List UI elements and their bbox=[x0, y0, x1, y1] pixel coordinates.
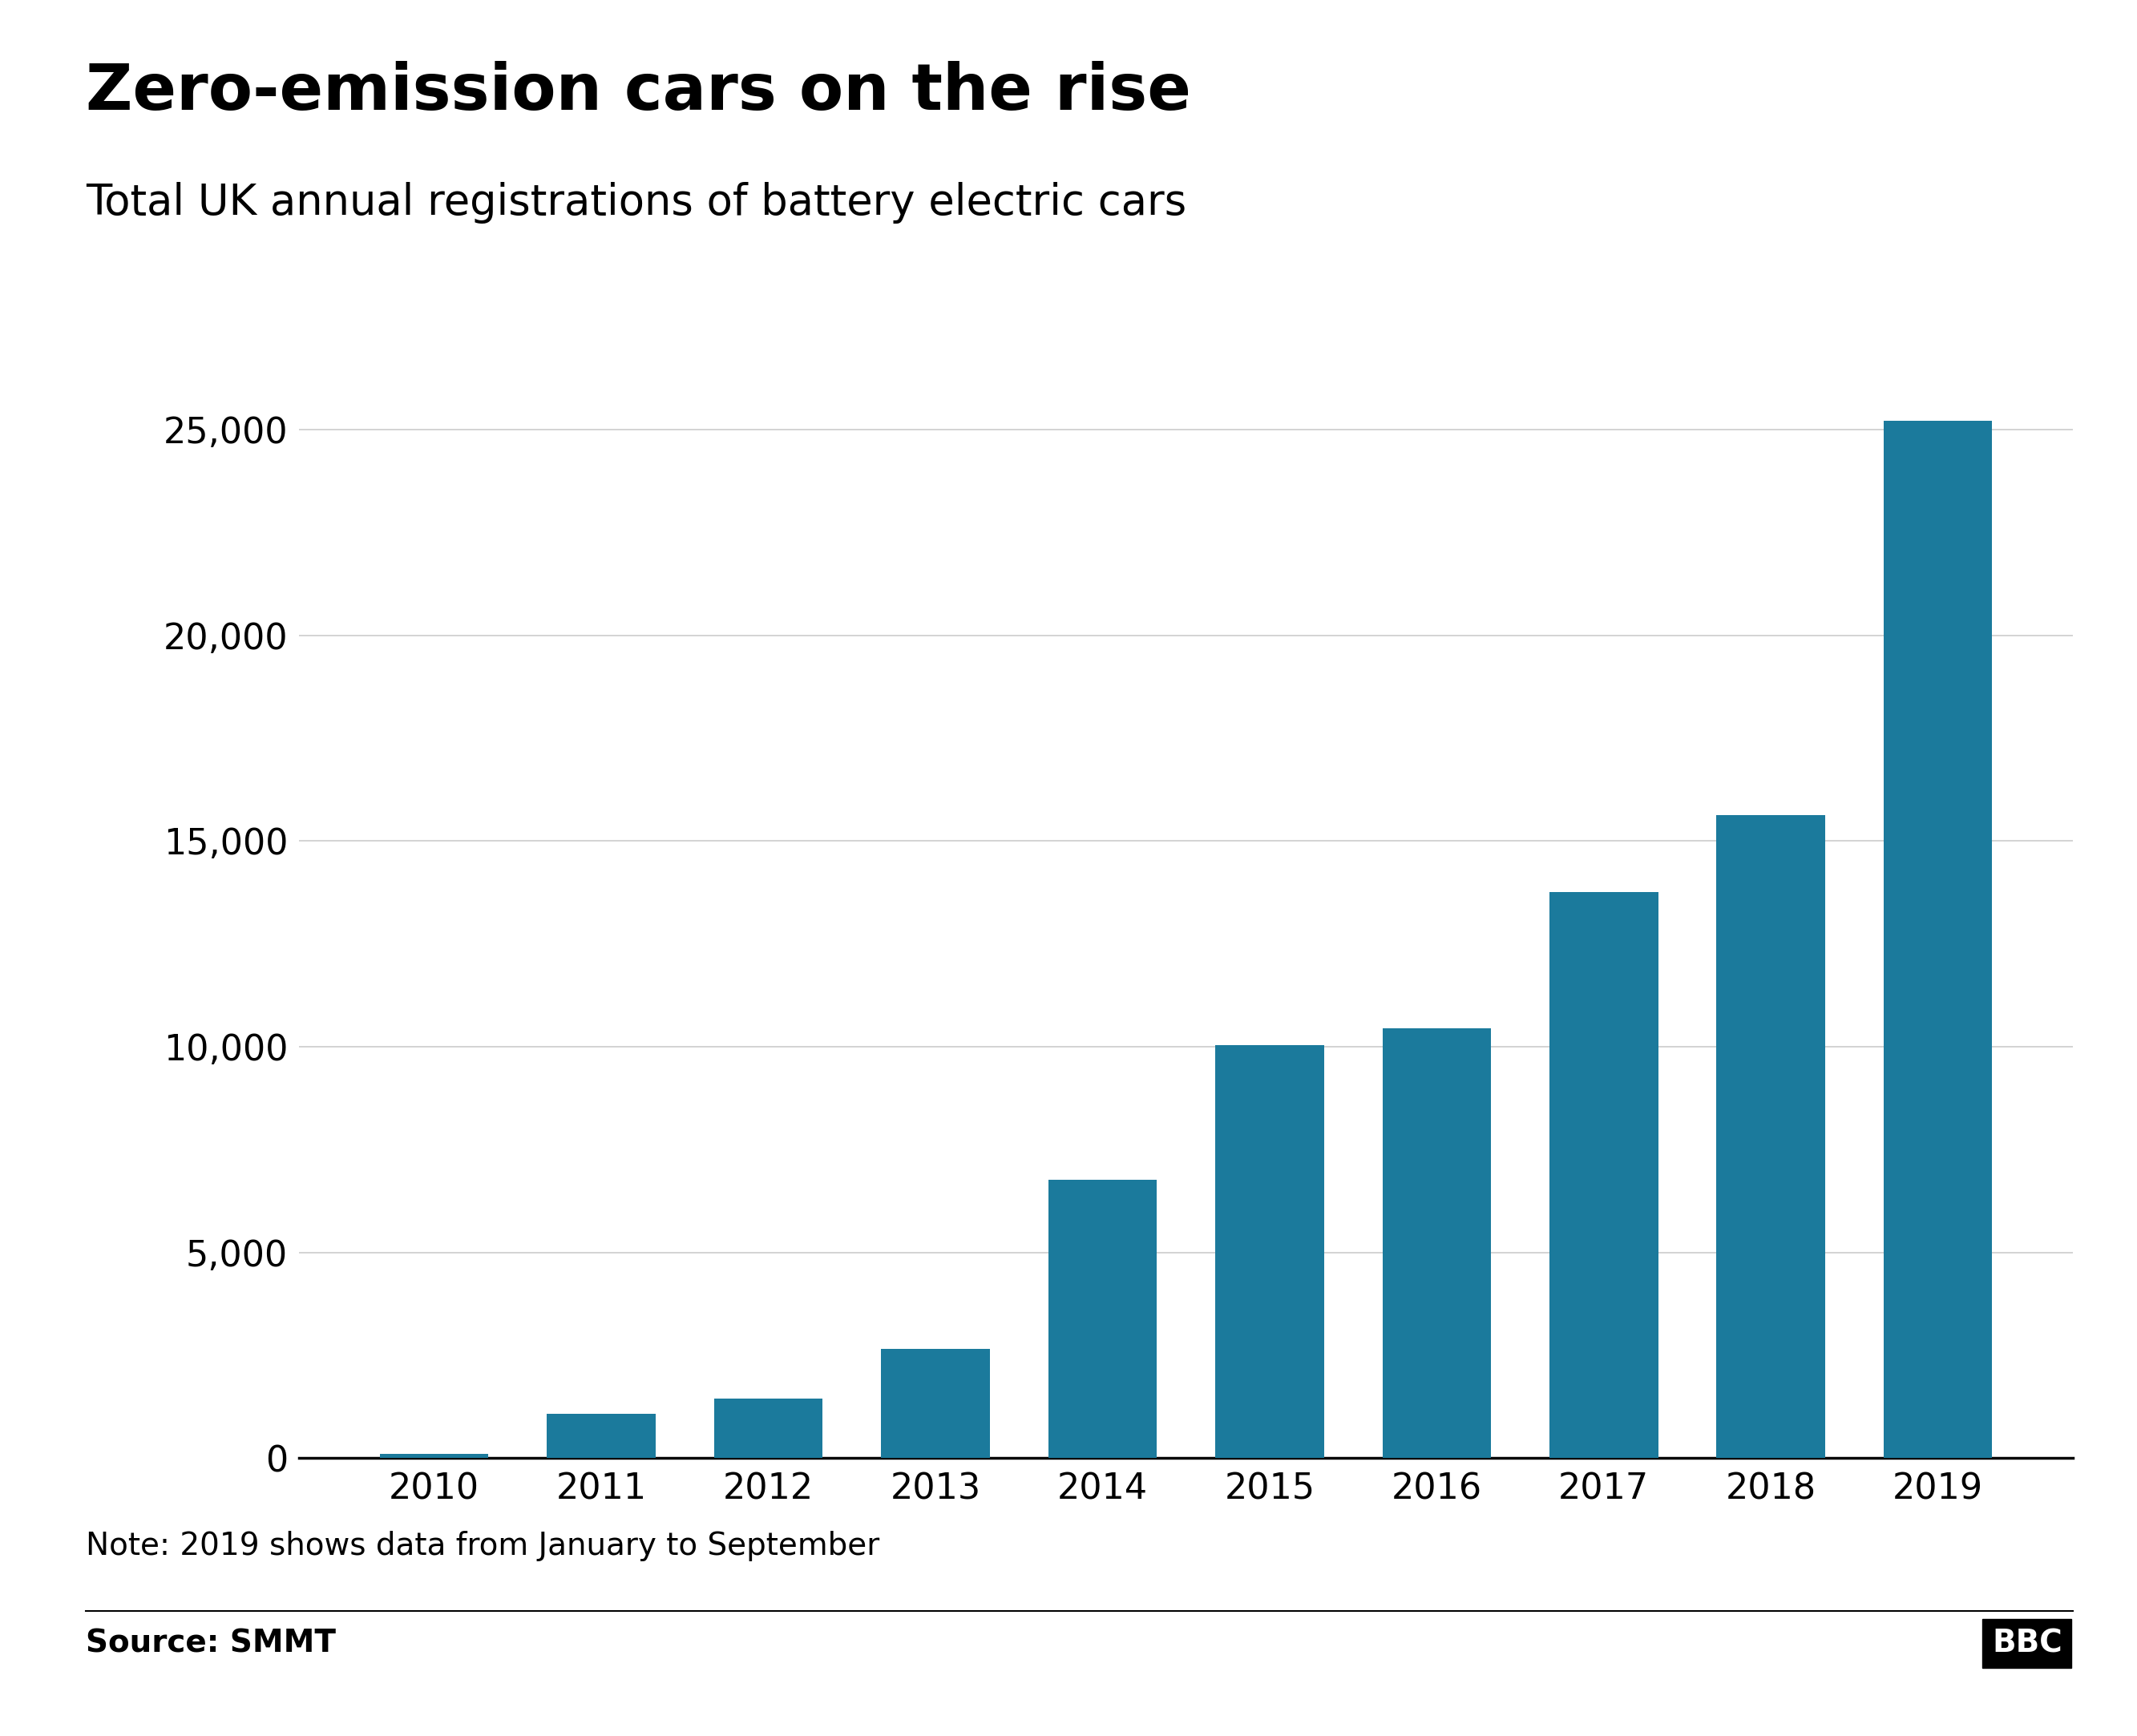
Text: Source: SMMT: Source: SMMT bbox=[85, 1628, 336, 1660]
Bar bbox=[880, 1349, 989, 1458]
Bar bbox=[1047, 1179, 1156, 1458]
Text: Note: 2019 shows data from January to September: Note: 2019 shows data from January to Se… bbox=[85, 1531, 878, 1562]
Bar bbox=[1216, 1045, 1325, 1458]
Bar bbox=[1383, 1028, 1492, 1458]
Text: Zero-emission cars on the rise: Zero-emission cars on the rise bbox=[85, 61, 1190, 123]
Bar bbox=[1716, 816, 1825, 1458]
Bar bbox=[380, 1453, 489, 1458]
Text: BBC: BBC bbox=[1992, 1628, 2062, 1660]
Bar bbox=[547, 1413, 656, 1458]
Bar bbox=[714, 1399, 823, 1458]
Text: Total UK annual registrations of battery electric cars: Total UK annual registrations of battery… bbox=[85, 182, 1186, 224]
Bar bbox=[1549, 892, 1658, 1458]
Bar bbox=[1883, 420, 1992, 1458]
